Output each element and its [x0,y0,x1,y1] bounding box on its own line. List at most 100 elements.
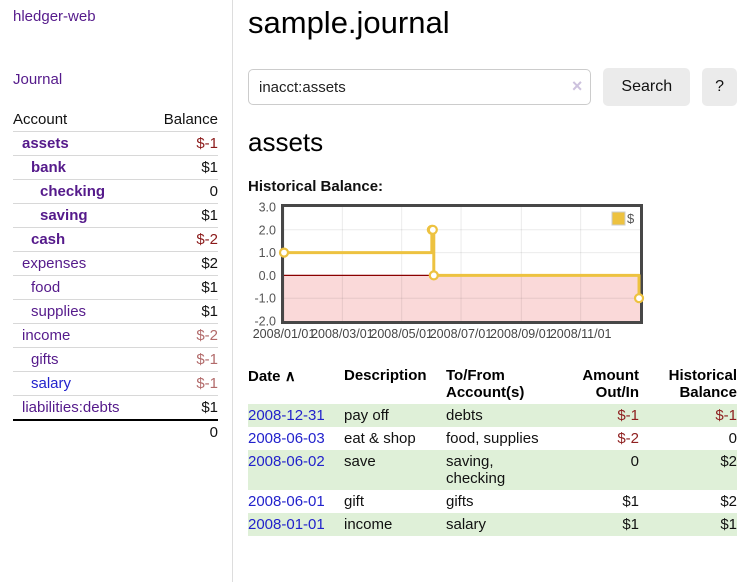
sidebar-account-liabilities-debts[interactable]: liabilities:debts [22,399,120,416]
sidebar-account-checking[interactable]: checking [40,183,106,200]
register-cell-balance: $2 [720,453,737,470]
chart-border [281,204,643,324]
register-date-link[interactable]: 2008-06-03 [248,430,325,447]
register-table: Date ∧ Description To/From Account(s) Am… [248,365,737,536]
chart-negative-region [284,275,640,321]
sidebar-account-row: checking 0 [13,179,218,204]
chart-data-point [427,224,438,235]
chart-ytick-label: -1.0 [254,292,276,306]
sidebar: hledger-web Journal Account Balance asse… [0,0,232,444]
chart-legend-label: $ [627,211,635,226]
register-cell-date: 2008-06-02 [248,450,344,490]
sidebar-account-balance: $1 [148,203,218,228]
chart-xtick-label: 2008/09/01 [490,327,553,341]
sidebar-account-assets[interactable]: assets [22,135,69,152]
register-date-link[interactable]: 2008-01-01 [248,516,325,533]
sidebar-account-balance: $2 [148,251,218,276]
register-cell-amount: $1 [622,516,639,533]
register-cell-description: eat & shop [344,430,416,447]
sidebar-account-balance: $1 [148,275,218,300]
register-cell-amount: $1 [622,493,639,510]
sidebar-account-row: food $1 [13,275,218,300]
register-header-description: Description [344,367,427,384]
sidebar-account-balance: $-2 [148,323,218,348]
sidebar-divider [232,0,233,582]
sidebar-account-expenses[interactable]: expenses [22,255,87,272]
register-row: 2008-06-03 eat & shop food, supplies $-2 0 [248,427,737,450]
register-cell-amount: 0 [630,453,639,470]
register-cell-amount: $-1 [617,407,639,424]
sidebar-item-journal[interactable]: Journal [13,71,63,88]
register-date-link[interactable]: 2008-06-02 [248,453,325,470]
sidebar-account-saving[interactable]: saving [40,207,88,224]
sidebar-account-row: assets $-1 [13,131,218,156]
sidebar-account-food[interactable]: food [31,279,61,296]
register-cell-description: pay off [344,407,389,424]
sidebar-account-balance: $1 [148,299,218,324]
chart-ytick-label: 1.0 [259,246,276,260]
sidebar-account-row: supplies $1 [13,299,218,324]
chart-xtick-label: 2008/03/01 [311,327,374,341]
chart-data-point [278,247,290,258]
accounts-header-balance: Balance [148,108,218,132]
accounts-header-account: Account [13,108,149,132]
sidebar-account-salary[interactable]: salary [31,375,72,392]
register-cell-date: 2008-12-31 [248,404,344,427]
accounts-total-row: 0 [13,419,218,444]
search-input[interactable] [248,69,592,105]
register-row: 2008-01-01 income salary $1 $1 [248,513,737,536]
sidebar-account-supplies[interactable]: supplies [31,303,87,320]
register-cell-date: 2008-06-01 [248,490,344,513]
register-row: 2008-12-31 pay off debts $-1 $-1 [248,404,737,427]
register-cell-description: save [344,453,376,470]
help-button[interactable]: ? [702,68,737,106]
clear-search-icon[interactable]: × [571,76,583,96]
chart-xtick-label: 2008/07/01 [430,327,493,341]
register-header-accounts: To/From Account(s) [446,367,525,401]
register-cell-description: income [344,516,393,533]
sidebar-account-row: liabilities:debts $1 [13,396,218,421]
accounts-header-row: Account Balance [13,108,218,132]
chart-ytick-label: 2.0 [259,223,276,237]
register-header-row: Date ∧ Description To/From Account(s) Am… [248,365,737,404]
register-cell-description: gift [344,493,365,510]
sidebar-account-balance: $-1 [148,131,218,156]
register-cell-accounts: salary [446,516,487,533]
register-date-link[interactable]: 2008-12-31 [248,407,325,424]
sidebar-account-row: bank $1 [13,155,218,180]
sidebar-account-row: income $-2 [13,323,218,348]
main-content: sample.journal × Search ? assets Histori… [233,0,742,536]
sidebar-account-bank[interactable]: bank [31,159,67,176]
sidebar-account-row: gifts $-1 [13,347,218,372]
chart-xtick-label: 2008/01/01 [253,327,316,341]
sidebar-account-balance: $1 [201,399,218,416]
register-date-link[interactable]: 2008-06-01 [248,493,325,510]
sidebar-account-balance: 0 [148,179,218,204]
search-field-wrap: × [248,69,592,105]
brand-link[interactable]: hledger-web [13,8,96,25]
sidebar-account-balance: $1 [148,155,218,180]
register-cell-date: 2008-01-01 [248,513,344,536]
chart-ytick-label: 3.0 [259,201,276,215]
chart-xtick-label: 2008/11/01 [550,327,612,341]
register-cell-balance: $2 [720,493,737,510]
sidebar-account-income[interactable]: income [22,327,71,344]
search-button[interactable]: Search [603,68,691,106]
sidebar-account-balance: $-1 [148,347,218,372]
register-cell-accounts: debts [446,407,483,424]
register-header-balance: Historical Balance [668,367,737,401]
balance-chart-svg: 3.0 2.0 1.0 0.0 -1.0 -2.02008/01/012008/03/01… [253,201,645,341]
register-body: 2008-12-31 pay off debts $-1 $-1 2008-06-03 ea… [248,404,737,536]
sidebar-account-cash[interactable]: cash [31,231,66,248]
register-row: 2008-06-01 gift gifts $1 $2 [248,490,737,513]
sidebar-account-gifts[interactable]: gifts [31,351,59,368]
sort-asc-icon: ∧ [284,368,296,385]
search-bar: × Search ? [248,68,737,106]
chart-label: Historical Balance: [248,178,384,195]
account-title: assets [248,127,324,157]
sidebar-account-row: cash $-2 [13,227,218,252]
register-cell-accounts: saving, checking [446,453,506,487]
accounts-total-balance: 0 [148,419,218,444]
register-cell-balance: $1 [720,516,737,533]
register-cell-balance: $-1 [715,407,737,424]
